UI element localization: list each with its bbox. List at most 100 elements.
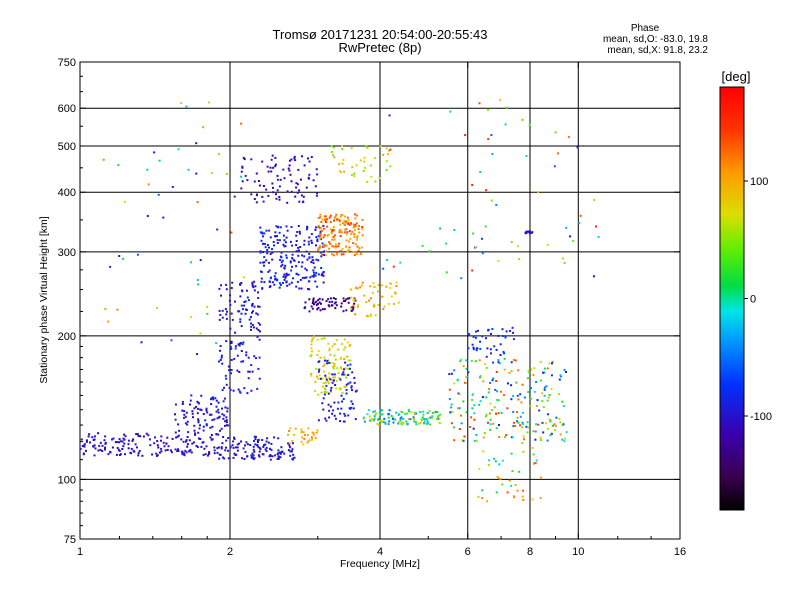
data-point: [218, 318, 221, 321]
data-point: [122, 445, 125, 448]
data-point: [308, 439, 311, 442]
data-point: [521, 426, 523, 429]
data-point: [82, 452, 85, 455]
data-point: [240, 175, 242, 178]
data-point: [498, 436, 501, 439]
data-point: [330, 151, 333, 153]
data-point: [216, 447, 219, 450]
data-point: [251, 302, 254, 305]
data-point: [479, 400, 482, 403]
data-point: [335, 339, 338, 342]
data-point: [154, 436, 156, 439]
data-point: [285, 254, 288, 257]
data-point: [191, 410, 194, 413]
data-point: [297, 273, 300, 276]
data-point: [414, 421, 417, 424]
data-point: [539, 439, 542, 441]
data-point: [543, 386, 546, 389]
data-point: [166, 436, 169, 439]
data-point: [317, 299, 320, 302]
data-point: [269, 252, 272, 255]
data-point: [342, 371, 345, 374]
data-point: [349, 367, 351, 370]
data-point: [186, 445, 189, 448]
data-point: [399, 261, 402, 264]
data-point: [551, 424, 554, 427]
data-point: [352, 407, 355, 410]
data-point: [405, 420, 408, 423]
data-point: [266, 165, 269, 168]
data-point: [497, 359, 500, 361]
data-point: [330, 390, 333, 393]
data-point: [337, 245, 340, 248]
data-point: [311, 307, 314, 310]
data-point: [250, 193, 253, 196]
data-point: [351, 402, 354, 405]
data-point: [141, 454, 144, 457]
data-point: [336, 367, 339, 370]
data-point: [316, 338, 319, 341]
data-point: [328, 362, 331, 364]
data-point: [390, 414, 393, 417]
data-point: [241, 166, 244, 169]
data-point: [321, 218, 324, 221]
data-point: [213, 446, 216, 449]
data-point: [224, 449, 227, 452]
data-point: [456, 378, 459, 381]
data-point: [233, 436, 235, 439]
data-point: [347, 249, 350, 252]
data-point: [330, 304, 333, 307]
data-point: [118, 454, 121, 456]
data-point: [233, 452, 236, 455]
data-point: [462, 400, 465, 403]
data-point: [394, 292, 397, 295]
data-point: [243, 304, 246, 307]
data-point: [387, 423, 390, 426]
data-point: [181, 409, 184, 412]
data-point: [326, 225, 329, 228]
data-point: [293, 434, 296, 436]
data-point: [331, 381, 334, 384]
data-point: [337, 372, 340, 375]
data-point: [215, 405, 218, 408]
data-point: [118, 441, 120, 444]
data-point: [303, 437, 306, 440]
data-point: [297, 168, 300, 171]
data-point: [328, 409, 331, 412]
data-point: [372, 282, 375, 285]
data-point: [255, 312, 258, 315]
data-point: [303, 434, 306, 436]
data-point: [302, 195, 305, 198]
data-point: [240, 122, 243, 125]
data-point: [279, 284, 282, 286]
data-point: [478, 359, 481, 362]
data-point: [282, 243, 285, 246]
data-point: [252, 445, 255, 448]
data-point: [314, 185, 317, 188]
data-point: [259, 448, 262, 451]
data-point: [352, 304, 355, 307]
data-point: [487, 108, 489, 111]
data-point: [528, 232, 531, 235]
data-point: [489, 348, 492, 351]
colorbar-tick-label: 100: [750, 176, 768, 188]
data-point: [299, 178, 302, 181]
data-point: [516, 489, 519, 492]
data-point: [317, 393, 320, 396]
data-point: [221, 362, 224, 365]
data-point: [330, 386, 333, 389]
data-point: [283, 273, 286, 276]
data-point: [316, 240, 319, 242]
data-point: [425, 418, 428, 421]
data-point: [542, 431, 545, 434]
data-point: [352, 308, 355, 311]
data-point: [495, 348, 498, 351]
data-point: [310, 239, 313, 242]
data-point: [387, 413, 390, 415]
data-point: [315, 236, 318, 239]
data-point: [385, 160, 388, 163]
data-point: [319, 309, 322, 312]
data-point: [262, 445, 265, 448]
data-point: [374, 413, 377, 416]
data-point: [347, 367, 350, 370]
